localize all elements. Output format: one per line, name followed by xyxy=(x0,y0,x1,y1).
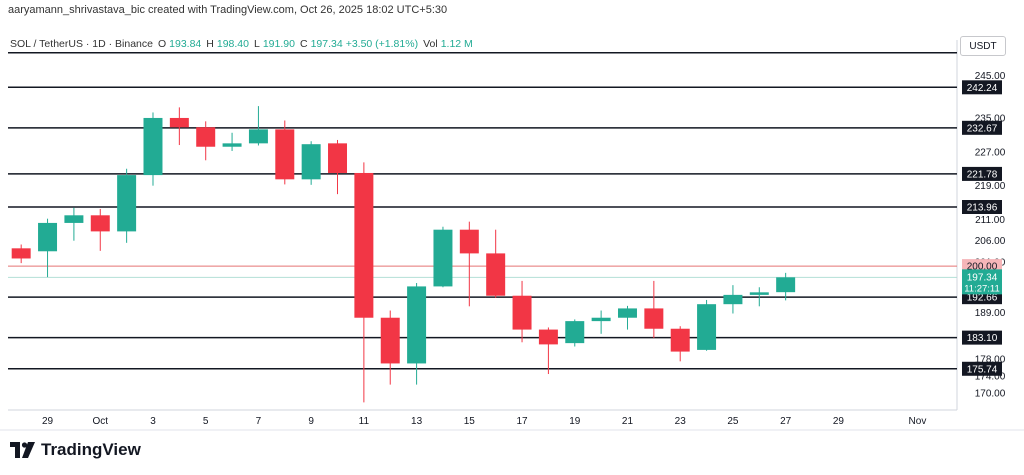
level-price-badge xyxy=(962,200,1002,215)
candle-body-down[interactable] xyxy=(512,295,532,330)
candle-body-up[interactable] xyxy=(617,308,637,318)
y-tick-label: 227.00 xyxy=(975,147,1006,158)
candle-body-down[interactable] xyxy=(354,172,374,318)
x-tick-label: 21 xyxy=(622,416,634,427)
x-tick-label: 29 xyxy=(833,416,845,427)
candle-body-up[interactable] xyxy=(565,321,585,344)
candle-body-up[interactable] xyxy=(117,175,137,232)
high-value: 198.40 xyxy=(216,38,249,50)
y-tick-label: 211.00 xyxy=(975,215,1005,226)
level-price-label: 242.24 xyxy=(967,83,998,94)
candle-body-down[interactable] xyxy=(275,129,295,180)
x-tick-label: 13 xyxy=(411,416,423,427)
level-price-label: 175.74 xyxy=(967,364,998,375)
candle-body-up[interactable] xyxy=(222,143,242,147)
level-price-badge xyxy=(962,166,1002,181)
candle-body-up[interactable] xyxy=(64,215,84,223)
candle-body-down[interactable] xyxy=(169,117,189,128)
candle-body-down[interactable] xyxy=(670,328,690,352)
x-tick-label: 23 xyxy=(675,416,687,427)
x-tick-label: Oct xyxy=(92,416,108,427)
candle-body-down[interactable] xyxy=(380,317,400,364)
level-price-label: 221.78 xyxy=(967,169,998,180)
candle-body-up[interactable] xyxy=(38,222,58,252)
tradingview-logo-icon xyxy=(10,442,36,458)
x-tick-label: 27 xyxy=(780,416,792,427)
symbol-name[interactable]: SOL / TetherUS · 1D · Binance xyxy=(10,38,153,50)
level-price-label: 232.67 xyxy=(967,123,998,134)
level-price-label: 192.66 xyxy=(967,293,998,304)
open-label: O xyxy=(157,38,167,50)
close-value: 197.34 xyxy=(310,38,343,50)
x-tick-label: Nov xyxy=(909,416,927,427)
candle-body-up[interactable] xyxy=(407,286,427,364)
close-label: C xyxy=(299,38,308,50)
candle-body-down[interactable] xyxy=(644,308,664,329)
level-price-badge xyxy=(962,361,1002,376)
y-tick-label: 170.00 xyxy=(975,389,1006,400)
y-tick-label: 206.00 xyxy=(975,236,1006,247)
y-tick-label: 235.00 xyxy=(975,113,1006,124)
y-tick-label: 245.00 xyxy=(975,71,1006,82)
currency-unit-button[interactable]: USDT xyxy=(960,36,1006,56)
candle-body-down[interactable] xyxy=(538,329,558,345)
low-label: L xyxy=(254,38,260,50)
tradingview-logo-text: TradingView xyxy=(41,440,141,459)
level-price-badge xyxy=(962,120,1002,135)
x-tick-label: 3 xyxy=(150,416,156,427)
low-value: 191.90 xyxy=(262,38,295,50)
level-price-badge xyxy=(962,80,1002,95)
x-tick-label: 19 xyxy=(569,416,581,427)
candle-body-up[interactable] xyxy=(143,117,163,176)
y-tick-label: 189.00 xyxy=(975,308,1006,319)
y-tick-label: 219.00 xyxy=(975,181,1006,192)
candle-body-down[interactable] xyxy=(459,229,479,254)
level-price-badge xyxy=(962,330,1002,345)
open-value: 193.84 xyxy=(169,38,202,50)
x-tick-label: 11 xyxy=(359,416,370,427)
candle-body-down[interactable] xyxy=(486,253,506,296)
resistance-200-label: 200.00 xyxy=(967,262,998,273)
change-value: +3.50 (+1.81%) xyxy=(345,38,419,50)
level-price-label: 183.10 xyxy=(967,333,998,344)
candle-body-up[interactable] xyxy=(433,229,453,287)
y-tick-label: 174.00 xyxy=(975,372,1006,383)
candle-countdown-label: 11:27:11 xyxy=(964,283,1000,294)
candle-body-up[interactable] xyxy=(697,304,717,350)
x-tick-label: 15 xyxy=(464,416,476,427)
candle-body-down[interactable] xyxy=(11,248,31,259)
chart-credit: aaryamann_shrivastava_bic created with T… xyxy=(8,4,448,16)
candle-body-down[interactable] xyxy=(328,143,348,173)
candle-body-up[interactable] xyxy=(301,144,321,180)
candle-body-up[interactable] xyxy=(591,317,611,322)
x-tick-label: 17 xyxy=(516,416,528,427)
x-tick-label: 5 xyxy=(203,416,209,427)
x-tick-label: 9 xyxy=(308,416,314,427)
candle-body-down[interactable] xyxy=(90,215,110,232)
x-tick-label: 29 xyxy=(42,416,54,427)
volume-value: 1.12 M xyxy=(440,38,473,50)
candle-body-up[interactable] xyxy=(723,294,743,305)
level-price-label: 213.96 xyxy=(967,203,998,214)
candle-body-up[interactable] xyxy=(248,129,268,144)
tradingview-logo[interactable]: TradingView xyxy=(10,440,141,460)
candle-body-up[interactable] xyxy=(776,277,796,293)
last-price-badge xyxy=(962,269,1002,295)
candle-body-down[interactable] xyxy=(196,127,216,147)
x-tick-label: 25 xyxy=(727,416,739,427)
x-tick-label: 7 xyxy=(256,416,262,427)
last-price-label: 197.34 xyxy=(967,272,998,283)
high-label: H xyxy=(206,38,214,50)
volume-label: Vol xyxy=(423,38,438,50)
candle-body-up[interactable] xyxy=(749,292,769,295)
y-tick-label: 178.00 xyxy=(975,355,1006,366)
